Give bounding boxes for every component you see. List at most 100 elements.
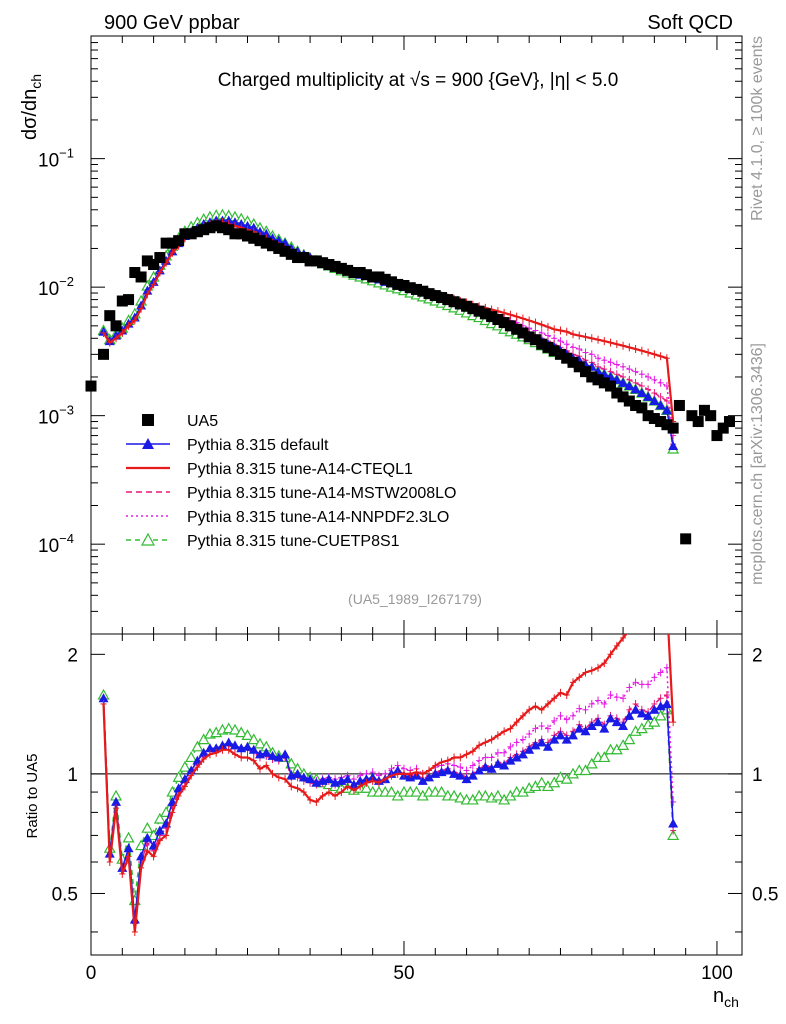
ua5-point [705, 410, 717, 422]
ratio-point-default [154, 825, 165, 835]
ratio-point-CUETP8S1 [623, 733, 636, 745]
main-point-default [668, 441, 679, 451]
ua5-point [611, 387, 623, 399]
ua5-point [511, 323, 523, 335]
ratio-y-tick-label-right: 0.5 [752, 884, 778, 905]
main-point-default [624, 381, 635, 391]
ua5-point [411, 283, 422, 295]
ratio-y-tick-label: 1 [67, 765, 78, 786]
main-y-label: dσ/dnch [19, 74, 44, 140]
ratio-point-CUETP8S1 [435, 785, 448, 797]
ratio-point-default [567, 730, 578, 740]
ua5-point [141, 255, 153, 267]
ratio-point-default [530, 740, 541, 750]
ratio-point-default [173, 783, 184, 793]
ratio-point-CUETP8S1 [548, 776, 561, 788]
y-tick-mantissa: 10 [38, 279, 59, 300]
ua5-point [448, 296, 460, 308]
ratio-point-default [649, 704, 660, 714]
ua5-point [617, 391, 629, 403]
ratio-point-CUETP8S1 [454, 791, 467, 803]
ratio-point-default [111, 796, 122, 806]
ua5-point [498, 317, 510, 329]
main-y-ticks: 10−1 10−210 −3 10−4 [38, 35, 742, 635]
ratio-plot-frame [90, 633, 743, 956]
ratio-point-default [467, 770, 478, 780]
ua5-point [723, 416, 735, 428]
ratio-point-default [198, 747, 209, 757]
ua5-point [717, 422, 729, 434]
ua5-point [454, 298, 466, 310]
ratio-point-default [580, 726, 591, 736]
ratio-point-CUETP8S1 [122, 831, 135, 843]
ratio-point-default [618, 720, 629, 730]
ua5-point [698, 404, 710, 416]
ua5-point [235, 228, 247, 240]
ratio-point-CUETP8S1 [560, 772, 573, 784]
ua5-point [204, 222, 216, 234]
ua5-point [667, 422, 679, 434]
ratio-point-default [599, 723, 610, 733]
ratio-point-CUETP8S1 [253, 737, 267, 749]
ratio-point-default [342, 774, 353, 784]
legend-label-UA5: UA5 [187, 413, 218, 430]
ratio-point-default [661, 698, 672, 708]
ratio-point-CUETP8S1 [153, 812, 166, 824]
ratio-series-clipped [97, 634, 680, 936]
y-tick-label: 10−1 [38, 146, 74, 172]
ua5-point [598, 377, 610, 389]
ratio-point-default [242, 741, 253, 751]
y-tick-label: 10−2 [38, 274, 74, 300]
main-point-default [618, 377, 629, 387]
ratio-point-default [455, 770, 466, 780]
ua5-point [191, 226, 203, 238]
main-point-default [248, 222, 259, 232]
ua5-point [273, 242, 285, 254]
y-tick-exponent: −3 [59, 403, 74, 418]
ratio-y-tick-label: 2 [67, 645, 78, 666]
ua5-point [398, 279, 410, 291]
ratio-point-default [605, 713, 616, 723]
ua5-point [298, 252, 310, 264]
ua5-point [354, 267, 366, 279]
main-point-default [636, 388, 647, 398]
ua5-point [166, 237, 178, 249]
ratio-point-default [549, 734, 560, 744]
ua5-point [436, 292, 448, 304]
ratio-line-CTEQL1 [102, 634, 675, 933]
ratio-point-default [267, 750, 278, 760]
ua5-point [467, 303, 479, 315]
ratio-point-default [461, 774, 472, 784]
x-axis-label: nch [713, 985, 739, 1010]
ratio-point-default [499, 760, 510, 770]
legend-marker-CUETP8S1 [140, 532, 156, 546]
ratio-point-default [593, 717, 604, 727]
x-tick-label: 50 [393, 963, 414, 984]
ua5-point [210, 220, 222, 232]
legend-label-CUETP8S1: Pythia 8.315 tune-CUETP8S1 [187, 533, 400, 550]
main-line-MSTW [102, 220, 674, 445]
x-tick-label: 0 [86, 963, 97, 984]
ratio-point-default [630, 704, 641, 714]
ua5-point [135, 271, 147, 283]
ratio-point-default [524, 744, 535, 754]
ratio-point-CUETP8S1 [448, 789, 461, 801]
y-tick-label: 10−4 [38, 531, 74, 557]
ratio-point-default [636, 708, 647, 718]
main-panel: Charged multiplicity at √s = 900 {GeV}, … [19, 35, 743, 635]
ratio-point-CUETP8S1 [360, 782, 373, 793]
ratio-point-CUETP8S1 [228, 723, 241, 735]
ua5-point [85, 380, 97, 392]
ua5-point [216, 222, 228, 234]
ratio-point-CUETP8S1 [598, 751, 611, 763]
ua5-point [592, 374, 604, 386]
ua5-point [630, 399, 642, 411]
x-tick-label: 100 [701, 963, 733, 984]
ua5-point [335, 262, 347, 274]
ua5-point [404, 282, 416, 294]
ratio-point-CUETP8S1 [491, 789, 504, 801]
ua5-point [492, 314, 504, 326]
ratio-point-CUETP8S1 [141, 821, 154, 833]
ua5-point [648, 413, 660, 425]
legend-label-MSTW: Pythia 8.315 tune-A14-MSTW2008LO [187, 485, 456, 502]
